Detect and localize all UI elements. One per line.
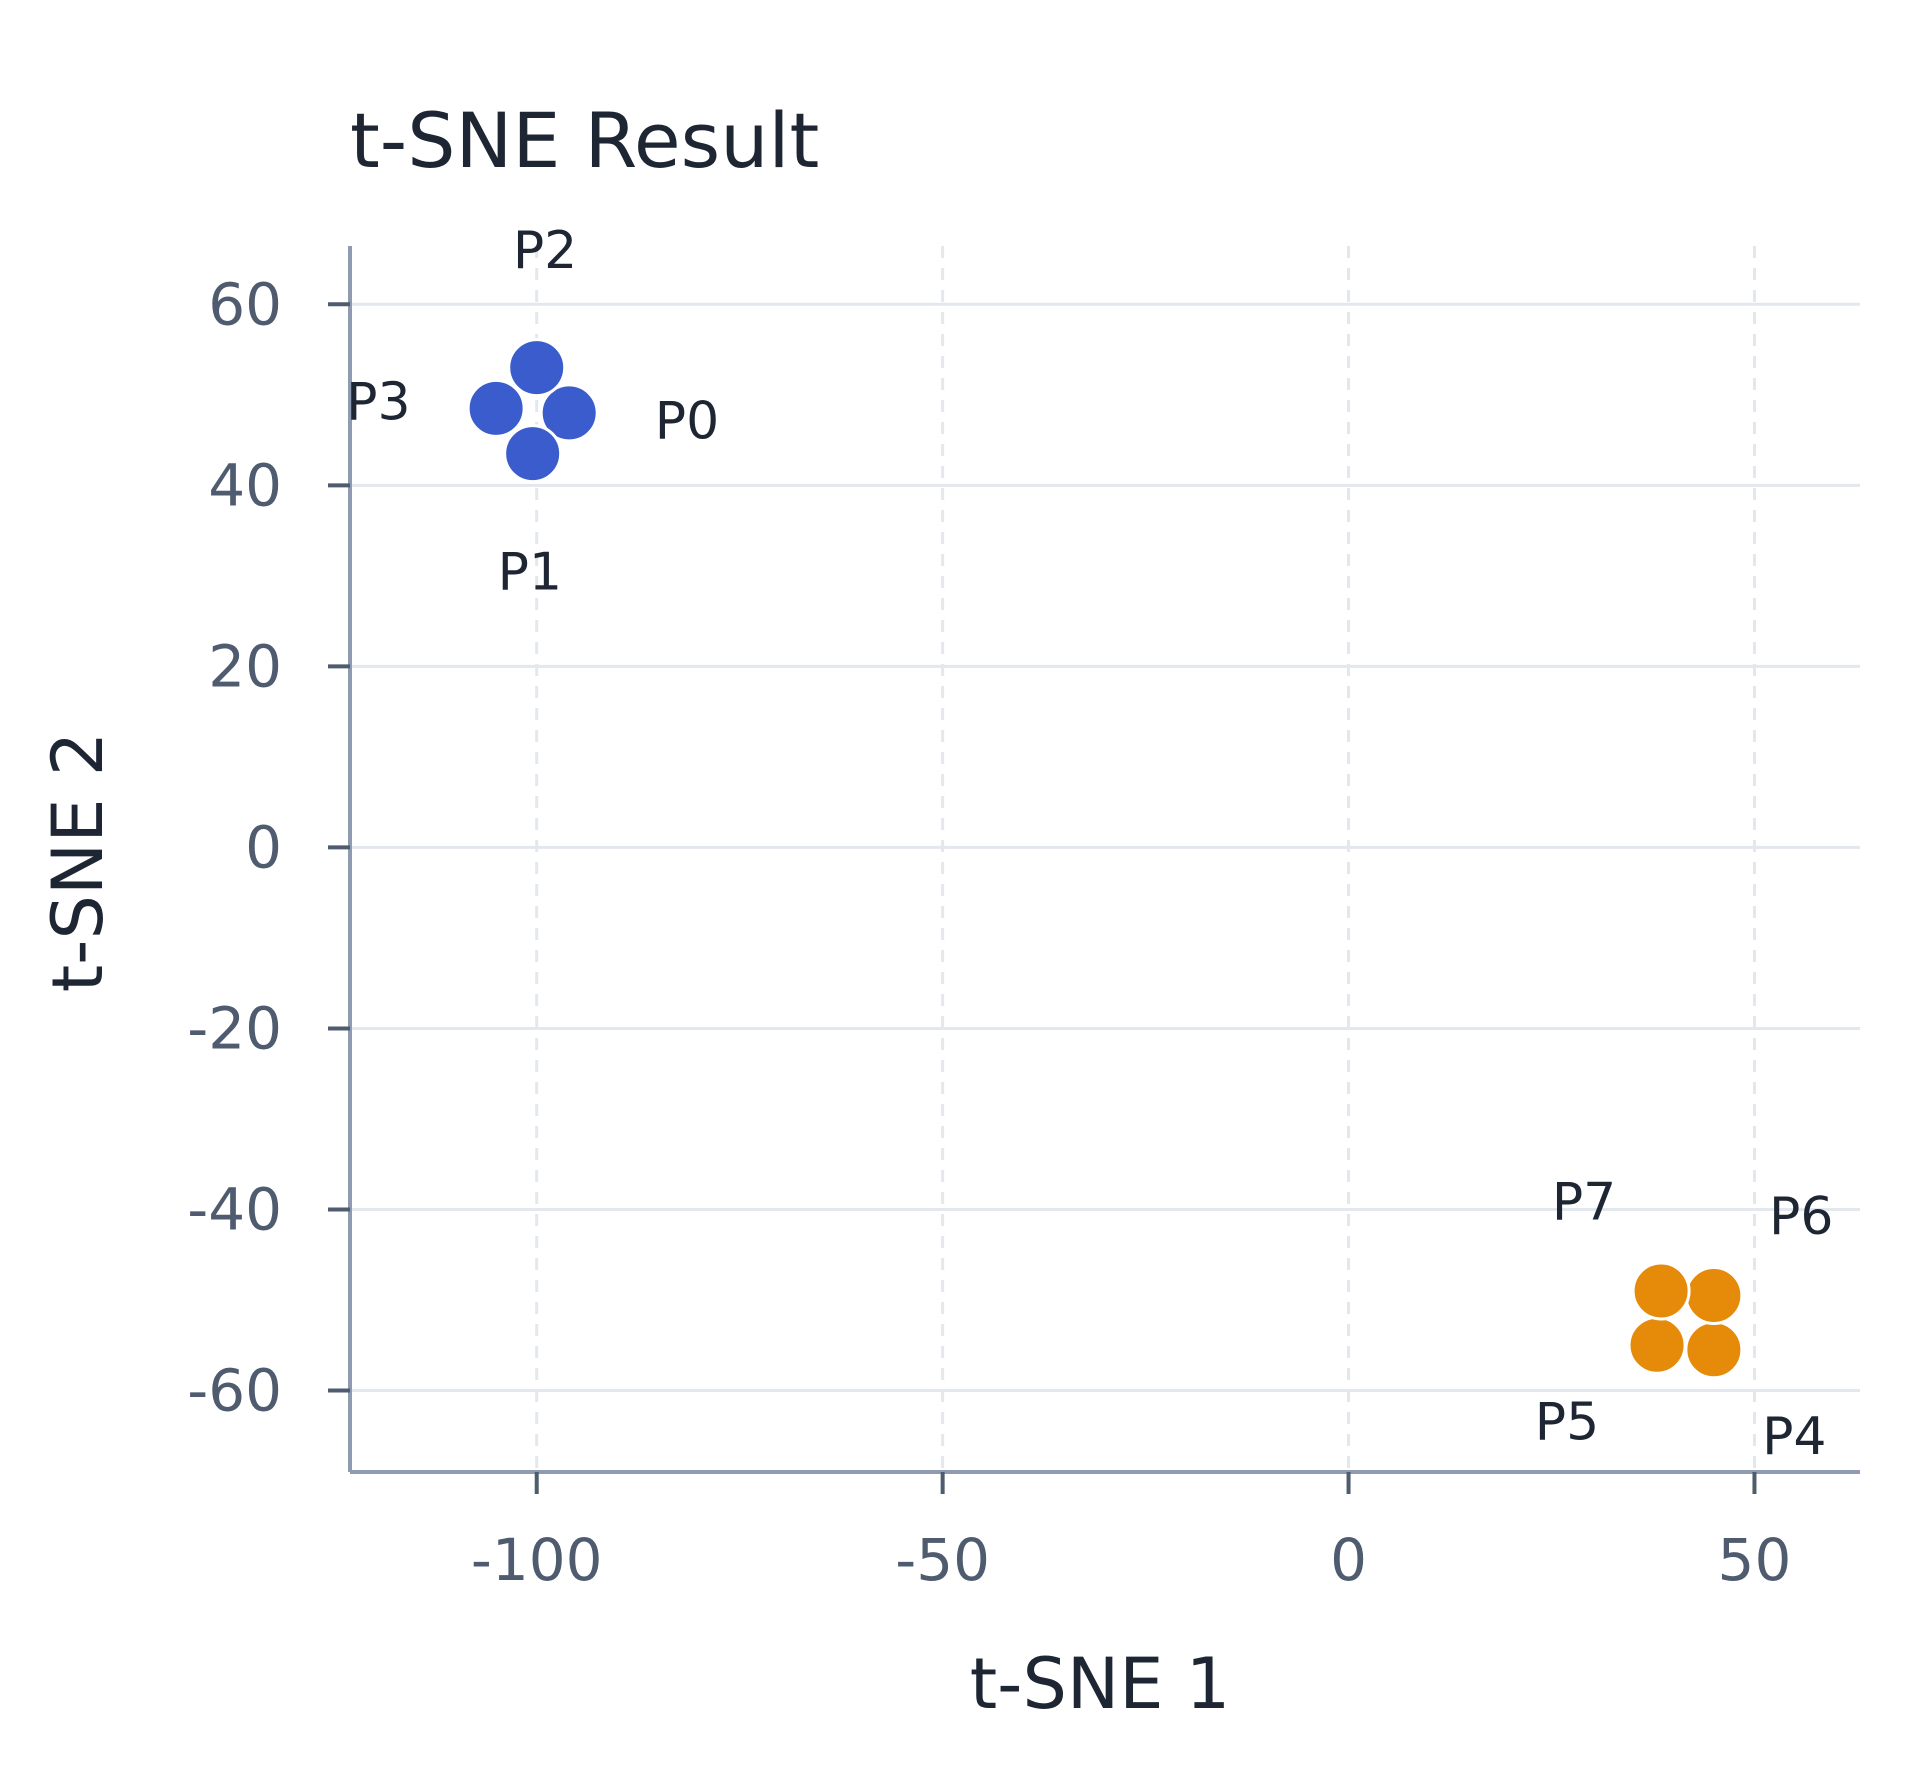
y-tick-label: 20 [208,632,282,700]
scatter-point-p4 [1684,1320,1744,1380]
y-tick-label: 0 [245,813,282,881]
scatter-point-p2 [507,338,567,398]
grid-lines [350,246,1860,1472]
y-tick-label: -20 [187,994,282,1062]
y-tick-label: 40 [208,451,282,519]
y-tick-label: 60 [208,270,282,338]
data-points [466,338,1744,1380]
scatter-point-p3 [466,378,526,438]
scatter-point-p6 [1684,1265,1744,1325]
point-labels: P0 P1 P2 P3 P4 P5 P6 P7 [346,221,1833,1467]
x-tick-label: -50 [895,1526,990,1594]
point-label-p5: P5 [1535,1392,1599,1452]
x-tick-label: 50 [1718,1526,1792,1594]
axis-ticks: -60 -40 -20 0 20 40 60 -100 -50 0 50 [187,270,1791,1594]
x-axis-label: t-SNE 1 [970,1643,1231,1725]
point-label-p4: P4 [1762,1407,1826,1467]
y-tick-label: -40 [187,1175,282,1243]
scatter-point-p7 [1631,1261,1691,1321]
point-label-p6: P6 [1769,1187,1833,1247]
chart-title: t-SNE Result [350,96,819,185]
point-label-p2: P2 [513,221,577,281]
scatter-point-p0 [539,383,599,443]
point-label-p1: P1 [498,543,562,603]
scatter-point-p1 [503,424,563,484]
y-axis-label: t-SNE 2 [37,732,119,993]
x-tick-label: -100 [471,1526,603,1594]
point-label-p3: P3 [346,372,410,432]
point-label-p0: P0 [655,391,719,451]
x-tick-label: 0 [1330,1526,1367,1594]
scatter-point-p5 [1627,1315,1687,1375]
point-label-p7: P7 [1552,1173,1616,1233]
y-tick-label: -60 [187,1357,282,1425]
